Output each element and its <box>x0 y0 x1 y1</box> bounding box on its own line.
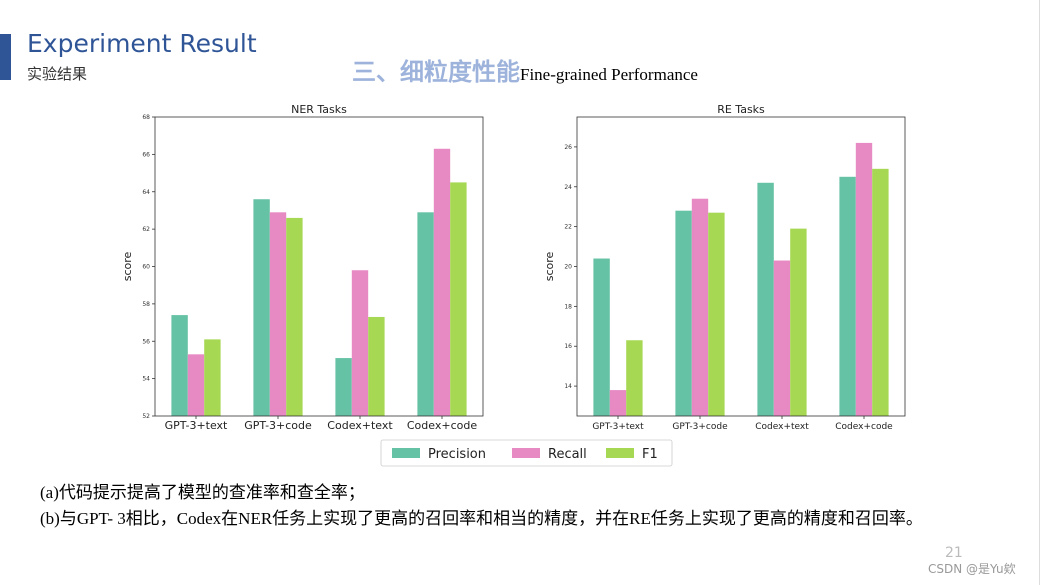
bar-recall-1 <box>269 212 287 416</box>
y-tick-label: 18 <box>564 303 572 310</box>
x-tick-label: Codex+text <box>755 422 809 432</box>
y-tick-label: 64 <box>142 189 150 196</box>
x-tick-label: GPT-3+text <box>165 419 228 432</box>
bar-precision-1 <box>675 210 692 416</box>
bar-f1-3 <box>872 168 889 416</box>
chart-legend: Precision Recall F1 <box>380 439 673 467</box>
x-tick-label: GPT-3+code <box>244 419 312 432</box>
x-tick-label: Codex+text <box>327 419 393 432</box>
legend-label-f1: F1 <box>642 447 658 462</box>
bar-f1-0 <box>204 339 221 416</box>
y-axis-label: score <box>543 251 556 281</box>
bar-recall-2 <box>351 270 369 416</box>
bar-precision-3 <box>839 176 856 416</box>
bar-recall-1 <box>691 198 709 416</box>
y-tick-label: 20 <box>564 264 572 271</box>
watermark: CSDN @是Yu欸 <box>928 562 1016 576</box>
page-number: 21 <box>945 545 963 561</box>
bar-recall-2 <box>773 260 791 416</box>
page-subtitle: 实验结果 <box>27 65 88 83</box>
section-heading-cn: 三、细粒度性能 <box>352 58 520 86</box>
bar-recall-0 <box>187 354 205 416</box>
note-b: (b)与GPT- 3相比，Codex在NER任务上实现了更高的召回率和相当的精度… <box>40 509 923 528</box>
bar-f1-1 <box>708 212 725 416</box>
note-a: (a)代码提示提高了模型的查准率和查全率； <box>40 483 365 502</box>
bar-precision-2 <box>335 358 352 416</box>
y-tick-label: 56 <box>142 338 150 345</box>
re-chart: RE Tasks score 14 16 18 20 22 24 26 GPT-3+text GPT… <box>543 103 906 432</box>
accent-bar <box>0 34 11 80</box>
bar-f1-2 <box>368 316 385 416</box>
section-heading-en: Fine-grained Performance <box>520 65 698 84</box>
bar-precision-0 <box>593 258 610 416</box>
y-tick-label: 52 <box>142 413 150 420</box>
y-tick-label: 68 <box>142 114 150 121</box>
page-title: Experiment Result <box>27 29 257 58</box>
chart-title: RE Tasks <box>717 103 765 116</box>
legend-swatch-precision <box>392 448 420 458</box>
y-tick-label: 22 <box>564 224 572 231</box>
y-tick-label: 58 <box>142 301 150 308</box>
legend-label-recall: Recall <box>548 447 587 462</box>
bar-f1-1 <box>286 217 303 416</box>
y-tick-label: 24 <box>564 184 572 191</box>
bar-recall-0 <box>609 390 627 416</box>
bar-recall-3 <box>855 142 873 416</box>
x-tick-label: GPT-3+code <box>672 422 728 432</box>
x-tick-label: Codex+code <box>835 422 893 432</box>
y-tick-label: 16 <box>564 343 572 350</box>
legend-swatch-recall <box>512 448 540 458</box>
legend-label-precision: Precision <box>428 447 486 462</box>
legend-swatch-f1 <box>606 448 634 458</box>
bar-precision-0 <box>171 315 188 416</box>
plot-frame <box>576 116 906 417</box>
section-heading: 三、细粒度性能Fine-grained Performance <box>352 52 698 87</box>
y-tick-label: 60 <box>142 264 150 271</box>
bar-precision-2 <box>757 182 774 416</box>
y-tick-label: 62 <box>142 226 150 233</box>
bar-f1-3 <box>450 182 467 416</box>
y-axis-label: score <box>121 251 134 281</box>
y-tick-label: 54 <box>142 376 150 383</box>
x-tick-label: Codex+code <box>407 419 477 432</box>
chart-title: NER Tasks <box>291 103 347 116</box>
y-tick-label: 14 <box>564 383 572 390</box>
bar-precision-1 <box>253 199 270 416</box>
x-tick-label: GPT-3+text <box>592 422 644 432</box>
bar-recall-3 <box>433 148 451 417</box>
plot-frame <box>154 116 484 417</box>
y-tick-label: 26 <box>564 144 572 151</box>
bar-f1-0 <box>626 340 643 416</box>
bar-precision-3 <box>417 212 434 416</box>
y-tick-label: 66 <box>142 151 150 158</box>
ner-chart: NER Tasks score 52 54 56 58 60 62 64 66 68 GPT-3+te… <box>121 103 484 432</box>
bar-f1-2 <box>790 228 807 416</box>
